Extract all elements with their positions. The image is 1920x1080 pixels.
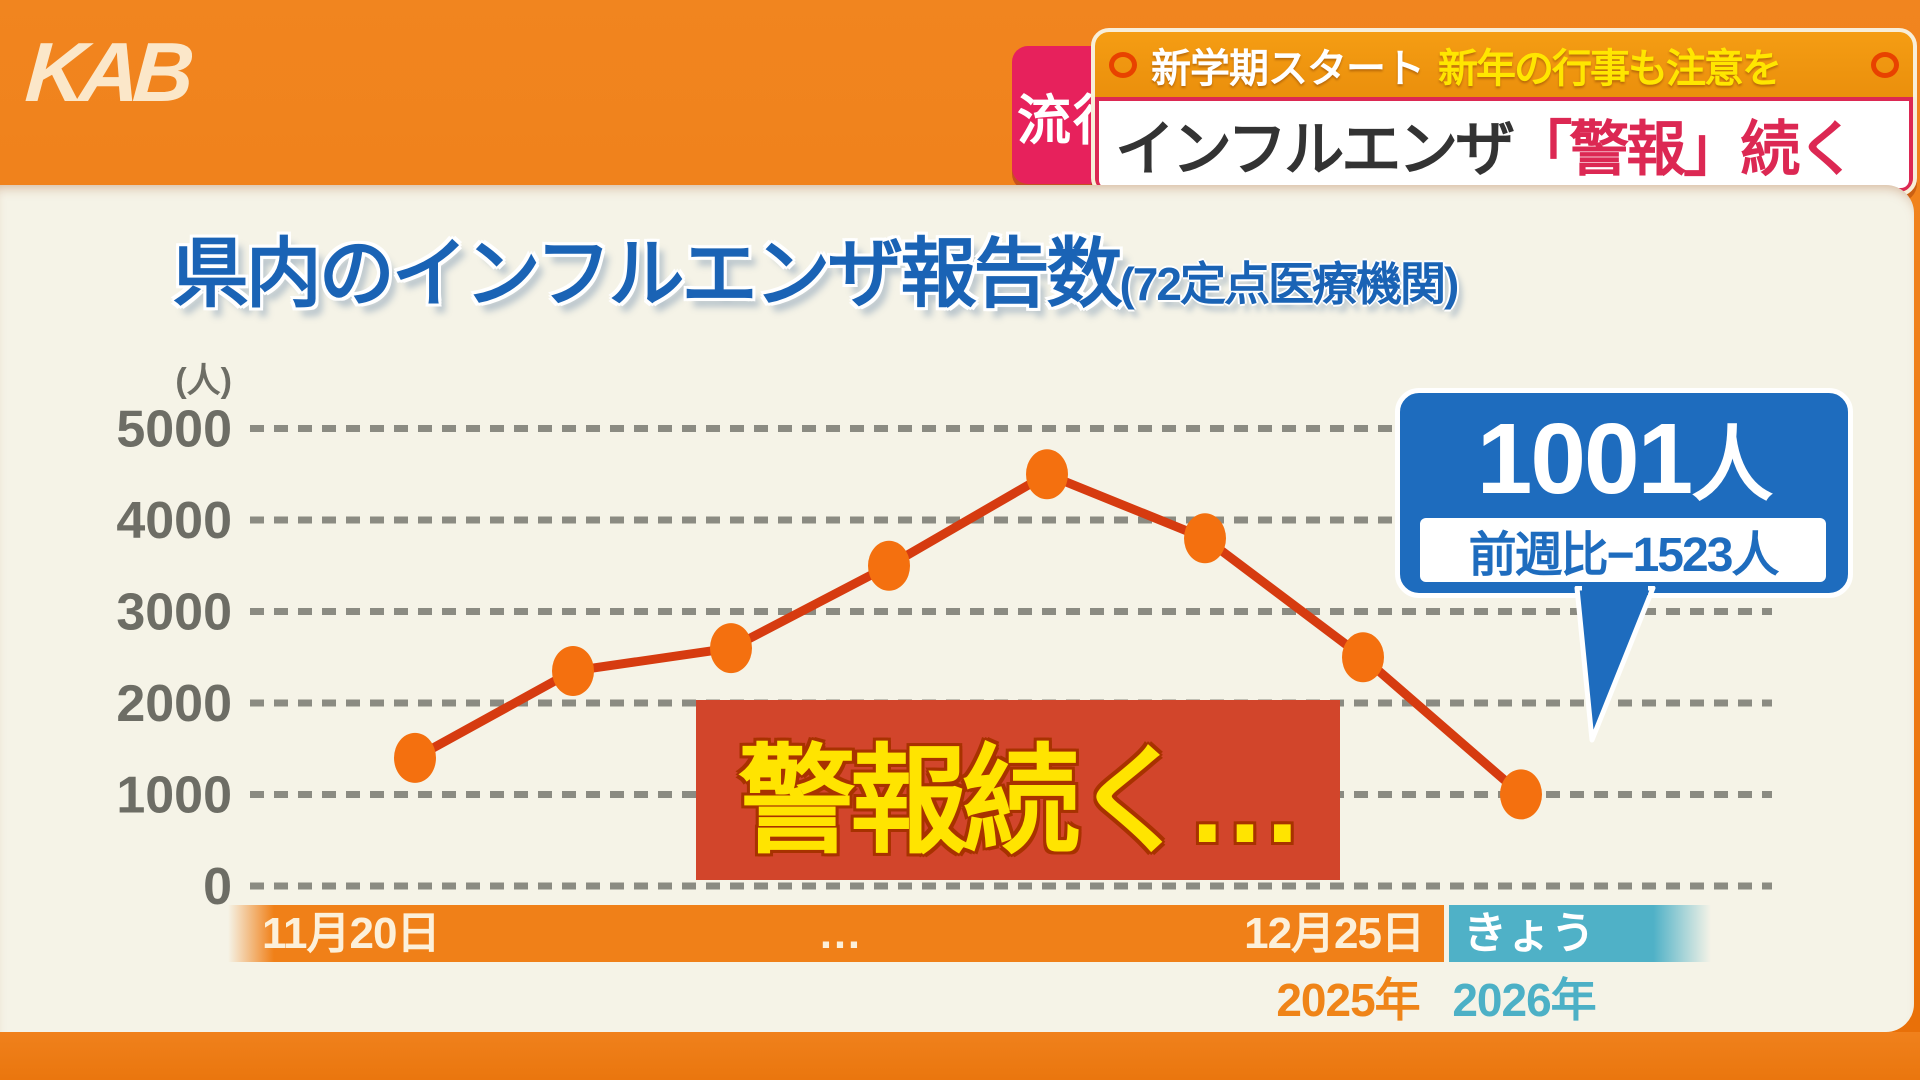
circle-mark-icon-left — [1109, 51, 1137, 78]
callout-tail — [1574, 586, 1656, 743]
chart-title-note: (72定点医療機関) — [1119, 258, 1459, 310]
callout-value: 1001人 — [1400, 409, 1848, 509]
year-label-2025: 2025年 — [1276, 974, 1420, 1026]
alert-overlay-banner: 警報続く… — [696, 700, 1340, 880]
headline-top-banner: 新学期スタート 新年の行事も注意を — [1095, 32, 1913, 97]
alert-overlay-text: 警報続く… — [737, 735, 1304, 868]
callout-value-unit: 人 — [1691, 420, 1773, 511]
headline-top-white-text: 新学期スタート — [1151, 46, 1425, 91]
x-label-start-date: 11月20日 — [262, 909, 440, 958]
bottom-band — [0, 1032, 1920, 1080]
year-label-2026: 2026年 — [1452, 974, 1596, 1026]
callout-value-number: 1001 — [1476, 403, 1693, 515]
headline-main-banner: インフルエンザ 「警報」続く — [1095, 97, 1913, 192]
data-callout: 1001人 前週比−1523人 — [1395, 388, 1853, 598]
headline-box: 新学期スタート 新年の行事も注意を インフルエンザ 「警報」続く — [1091, 28, 1917, 196]
headline-main-dark-text: インフルエンザ — [1115, 116, 1515, 183]
x-label-ellipsis: … — [818, 909, 862, 958]
callout-subvalue: 前週比−1523人 — [1420, 518, 1826, 582]
x-label-end-date: 12月25日 — [1244, 909, 1425, 958]
station-logo: KAB — [22, 25, 191, 119]
circle-mark-icon-right — [1871, 51, 1899, 78]
x-label-today: きょう — [1463, 909, 1595, 958]
chart-title-main: 県内のインフルエンザ報告数 — [172, 232, 1123, 317]
chart-title: 県内のインフルエンザ報告数(72定点医療機関) — [150, 212, 1480, 322]
x-axis-band-today: きょう — [1449, 905, 1711, 962]
headline-top-yellow-text: 新年の行事も注意を — [1438, 46, 1782, 91]
x-axis-band-2025: 11月20日 … 12月25日 — [228, 905, 1444, 962]
headline-main-red-text: 「警報」続く — [1512, 116, 1857, 183]
